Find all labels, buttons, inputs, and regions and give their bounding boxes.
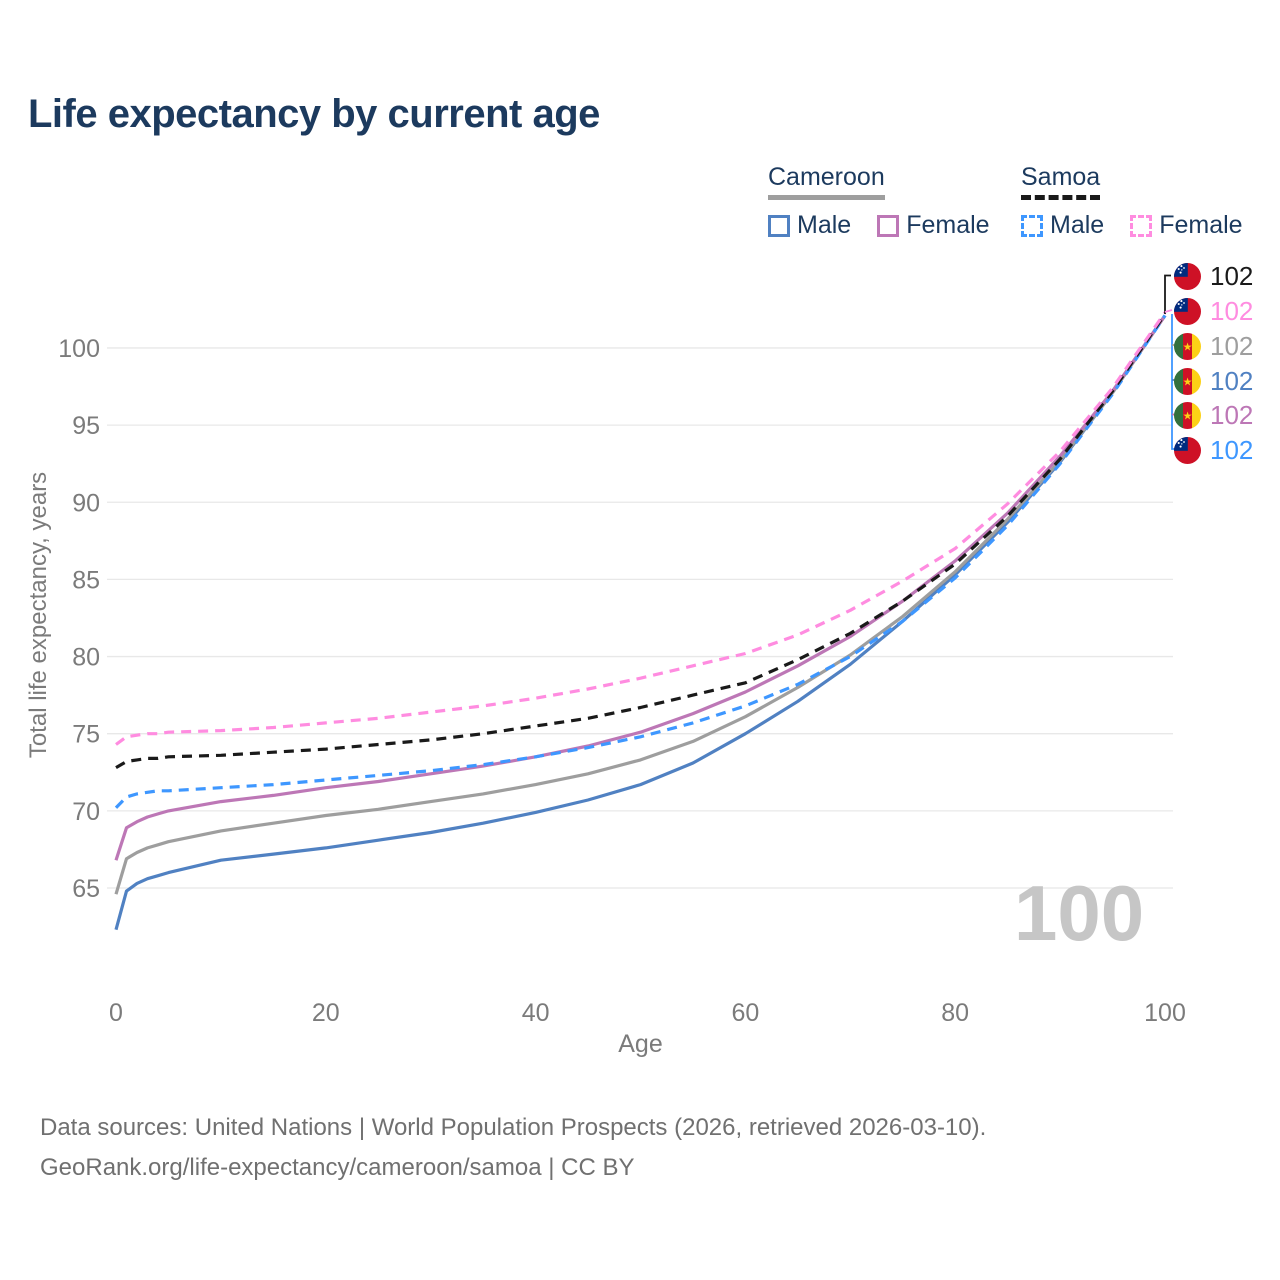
x-tick-label: 80	[941, 999, 969, 1027]
y-tick-label: 95	[72, 412, 100, 440]
age-watermark: 100	[1014, 869, 1145, 957]
end-label-samoa-all: 102	[1174, 261, 1253, 292]
series-line-cameroon-all	[114, 314, 1167, 895]
end-label-cameroon-male: ★ 102	[1174, 366, 1253, 397]
x-tick-label: 20	[312, 999, 340, 1027]
legend-country-label: Samoa	[1021, 163, 1101, 200]
x-tick-label: 0	[109, 999, 123, 1027]
cameroon-flag-icon: ★	[1174, 332, 1201, 360]
legend-items: Male Female	[1021, 211, 1243, 240]
legend-swatch-icon	[1021, 214, 1043, 237]
end-label-value: 102	[1210, 330, 1254, 361]
end-label-cameroon-all: ★ 102	[1174, 331, 1253, 362]
legend-item-label: Female	[1159, 211, 1243, 239]
legend-swatch-icon	[768, 214, 790, 237]
end-label-value: 102	[1210, 261, 1254, 291]
end-label-samoa-male: 102	[1174, 435, 1253, 466]
y-tick-label: 90	[72, 489, 100, 517]
y-tick-label: 70	[72, 798, 100, 826]
legend-group-cameroon: Cameroon Male Female	[768, 163, 990, 240]
end-label-cameroon-female: ★ 102	[1174, 400, 1253, 431]
y-axis-title: Total life expectancy, years	[25, 472, 52, 758]
legend-swatch-icon	[1130, 214, 1153, 237]
series-line-cameroon-female	[114, 314, 1167, 861]
legend-item-label: Male	[797, 211, 852, 239]
y-tick-label: 85	[72, 566, 100, 594]
legend-item-cameroon-male[interactable]: Male	[768, 211, 851, 240]
end-label-value: 102	[1210, 434, 1254, 465]
legend-item-samoa-female[interactable]: Female	[1130, 211, 1243, 240]
series-line-samoa-male	[114, 314, 1167, 809]
legend-item-label: Male	[1050, 211, 1105, 239]
series-line-samoa-all	[115, 313, 1167, 769]
legend-items: Male Female	[768, 211, 990, 240]
end-label-value: 102	[1210, 365, 1254, 396]
svg-text:★: ★	[1183, 376, 1193, 388]
leader-samoa-female	[1164, 309, 1173, 313]
samoa-flag-icon	[1174, 263, 1201, 290]
cameroon-flag-icon: ★	[1174, 402, 1201, 429]
series-line-cameroon-male	[114, 314, 1167, 931]
x-axis-title: Age	[618, 1030, 662, 1058]
legend-item-samoa-male[interactable]: Male	[1021, 211, 1104, 240]
cameroon-flag-icon: ★	[1174, 367, 1201, 395]
end-label-value: 102	[1210, 400, 1254, 430]
end-label-samoa-female: 102	[1174, 296, 1253, 327]
legend-group-samoa: Samoa Male Female	[1021, 163, 1243, 240]
chart-title: Life expectancy by current age	[28, 92, 600, 136]
y-tick-label: 100	[58, 335, 100, 363]
svg-text:★: ★	[1183, 341, 1193, 353]
footer-sources-line: Data sources: United Nations | World Pop…	[40, 1114, 987, 1141]
x-tick-label: 40	[522, 999, 550, 1027]
legend-item-label: Female	[906, 211, 990, 239]
footer-url-line: GeoRank.org/life-expectancy/cameroon/sam…	[40, 1154, 635, 1181]
samoa-flag-icon	[1174, 436, 1201, 464]
y-tick-label: 80	[72, 644, 100, 672]
legend-country-label: Cameroon	[768, 163, 885, 200]
legend-swatch-icon	[877, 214, 900, 237]
y-tick-label: 65	[72, 875, 100, 903]
series-line-samoa-female	[115, 311, 1167, 746]
leader-samoa-all	[1164, 274, 1171, 315]
svg-text:★: ★	[1183, 411, 1193, 423]
footer: Data sources: United Nations | World Pop…	[40, 1108, 986, 1188]
x-tick-label: 100	[1144, 999, 1186, 1027]
legend-item-cameroon-female[interactable]: Female	[877, 211, 990, 240]
y-tick-label: 75	[72, 721, 100, 749]
samoa-flag-icon	[1174, 297, 1201, 325]
x-tick-label: 60	[731, 999, 759, 1027]
end-label-value: 102	[1210, 295, 1254, 326]
